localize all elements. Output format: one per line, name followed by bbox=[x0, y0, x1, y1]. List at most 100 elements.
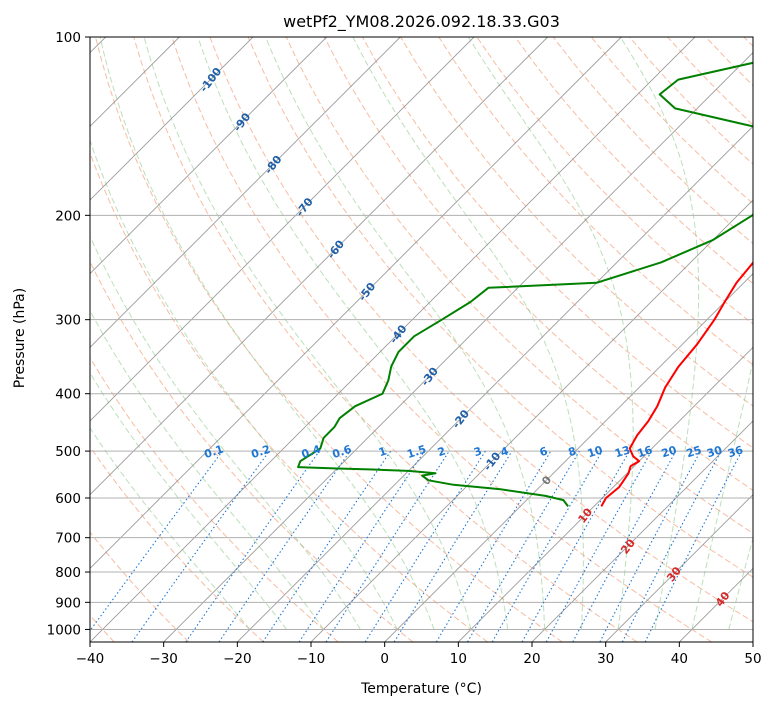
mixing-ratio-line bbox=[218, 450, 351, 642]
mixing-ratio-label: 1 bbox=[377, 445, 388, 460]
moist-adiabat-line bbox=[90, 138, 398, 630]
mixing-ratio-line bbox=[572, 450, 677, 642]
isotherm-line bbox=[458, 346, 753, 642]
profile-lines bbox=[297, 61, 753, 507]
mixing-ratio-label: 36 bbox=[726, 443, 745, 460]
mixing-ratio-label: 2 bbox=[436, 445, 447, 460]
moist-adiabat-line bbox=[99, 37, 435, 630]
mixing-ratio-line bbox=[298, 450, 425, 642]
temperature-profile-line bbox=[600, 261, 753, 507]
isotherm-line bbox=[237, 125, 753, 642]
x-tick-label: 0 bbox=[380, 651, 389, 667]
dry-adiabat-line bbox=[90, 531, 190, 642]
y-tick-label: 200 bbox=[55, 208, 81, 224]
mixing-ratio-line bbox=[435, 450, 552, 642]
mixing-ratio-line bbox=[521, 450, 630, 642]
chart-title: wetPf2_YM08.2026.092.18.33.G03 bbox=[283, 12, 560, 32]
isotherm-line bbox=[90, 37, 254, 201]
adiabat-labels: 0.1 0.2 0.4 0.6 1 1.5 2 3 4 6 8 10 13 16 20 25 30 36-100-… bbox=[197, 65, 745, 609]
y-tick-label: 900 bbox=[55, 595, 81, 611]
isotherm-line bbox=[90, 37, 401, 348]
dry-adiabat-line bbox=[590, 37, 753, 205]
axes: −40 −30 −20 −10 0 10 20 30 40 50 1000 900 800 700 600 5… bbox=[47, 30, 762, 667]
x-tick-label: 10 bbox=[450, 651, 467, 667]
mixing-ratio-label: 0.6 bbox=[331, 443, 354, 461]
dry-adiabat-line bbox=[90, 260, 414, 642]
dry-adiabat-line bbox=[90, 445, 264, 642]
isotherm-line bbox=[384, 273, 753, 642]
mixing-ratio-line bbox=[467, 450, 580, 642]
moist-adiabat-line bbox=[467, 37, 634, 630]
moist-adiabat-line bbox=[90, 235, 361, 630]
x-tick-label: 40 bbox=[671, 651, 688, 667]
mixing-ratio-label: 13 bbox=[613, 443, 632, 460]
moist-adiabat-line bbox=[691, 358, 753, 630]
mixing-ratio-label: 1.5 bbox=[405, 443, 428, 461]
mixing-ratio-label: 4 bbox=[499, 444, 511, 459]
isotherm-line bbox=[531, 420, 753, 642]
mixing-ratio-label: 0.1 bbox=[203, 443, 226, 461]
dry-adiabat-line bbox=[552, 37, 753, 245]
mixing-ratio-label: 0.2 bbox=[250, 443, 273, 461]
mixing-ratio-line bbox=[325, 450, 450, 642]
plot-frame bbox=[89, 36, 754, 643]
isotherm-line bbox=[90, 37, 548, 496]
mixing-ratio-label: 20 bbox=[660, 443, 679, 460]
x-tick-label: −30 bbox=[149, 651, 178, 667]
moist-adiabat-line bbox=[197, 37, 509, 630]
moist-adiabat-line bbox=[90, 427, 251, 630]
mixing-ratio-line bbox=[644, 450, 743, 642]
dry-adiabat-line bbox=[90, 356, 339, 642]
mixing-ratio-label: 6 bbox=[538, 444, 550, 459]
isotherm-line bbox=[90, 37, 327, 275]
mixing-ratio-line bbox=[131, 450, 270, 642]
dry-adiabat-line bbox=[247, 37, 753, 578]
isotherm-line bbox=[310, 199, 753, 642]
isotherm-line bbox=[163, 52, 753, 642]
mixing-ratio-label: 10 bbox=[586, 443, 605, 460]
dry-adiabat-line bbox=[362, 37, 753, 449]
dry-adiabat-line bbox=[133, 37, 638, 642]
x-tick-label: 50 bbox=[744, 651, 761, 667]
mixing-ratio-label: 30 bbox=[705, 443, 724, 460]
x-tick-label: 20 bbox=[523, 651, 540, 667]
dewpoint-profile-line bbox=[297, 61, 753, 507]
background-lines bbox=[90, 37, 753, 642]
x-axis-label: Temperature (°C) bbox=[360, 681, 482, 697]
moist-adiabat-line bbox=[265, 37, 546, 630]
dry-adiabat-line bbox=[90, 151, 488, 642]
y-tick-label: 1000 bbox=[47, 622, 81, 638]
mixing-ratio-label: 16 bbox=[636, 443, 655, 460]
isotherm-line bbox=[752, 641, 753, 642]
y-tick-label: 700 bbox=[55, 531, 81, 547]
mixing-ratio-label: 0.4 bbox=[300, 443, 323, 461]
dry-adiabat-line bbox=[667, 37, 753, 126]
mixing-ratio-line bbox=[393, 450, 513, 642]
y-tick-label: 800 bbox=[55, 565, 81, 581]
dry-adiabat-line bbox=[95, 37, 563, 642]
mixing-ratio-line bbox=[262, 450, 392, 642]
moist-adiabat-line bbox=[90, 371, 288, 630]
dry-adiabat-line bbox=[209, 37, 753, 623]
y-tick-label: 500 bbox=[55, 444, 81, 460]
moist-adiabat-line bbox=[619, 37, 700, 630]
mixing-ratio-label: 3 bbox=[472, 445, 483, 460]
isotherm-line bbox=[90, 37, 622, 569]
y-tick-label: 100 bbox=[55, 30, 81, 46]
dry-adiabat-line bbox=[285, 37, 753, 535]
dry-adiabat-line bbox=[514, 37, 753, 285]
isotherm-line bbox=[605, 494, 753, 642]
mixing-ratio-label: 8 bbox=[567, 445, 578, 460]
x-tick-label: −40 bbox=[76, 651, 105, 667]
dry-adiabat-line bbox=[743, 37, 753, 47]
mixing-ratio-line bbox=[90, 450, 223, 632]
mixing-ratio-line bbox=[545, 450, 653, 642]
dry-adiabat-line bbox=[438, 37, 753, 366]
x-tick-label: −10 bbox=[297, 651, 326, 667]
mixing-ratio-label: 25 bbox=[685, 443, 704, 460]
y-axis-label: Pressure (hPa) bbox=[12, 288, 28, 388]
x-tick-label: −20 bbox=[223, 651, 252, 667]
y-tick-label: 400 bbox=[55, 387, 81, 403]
y-tick-label: 600 bbox=[55, 491, 81, 507]
